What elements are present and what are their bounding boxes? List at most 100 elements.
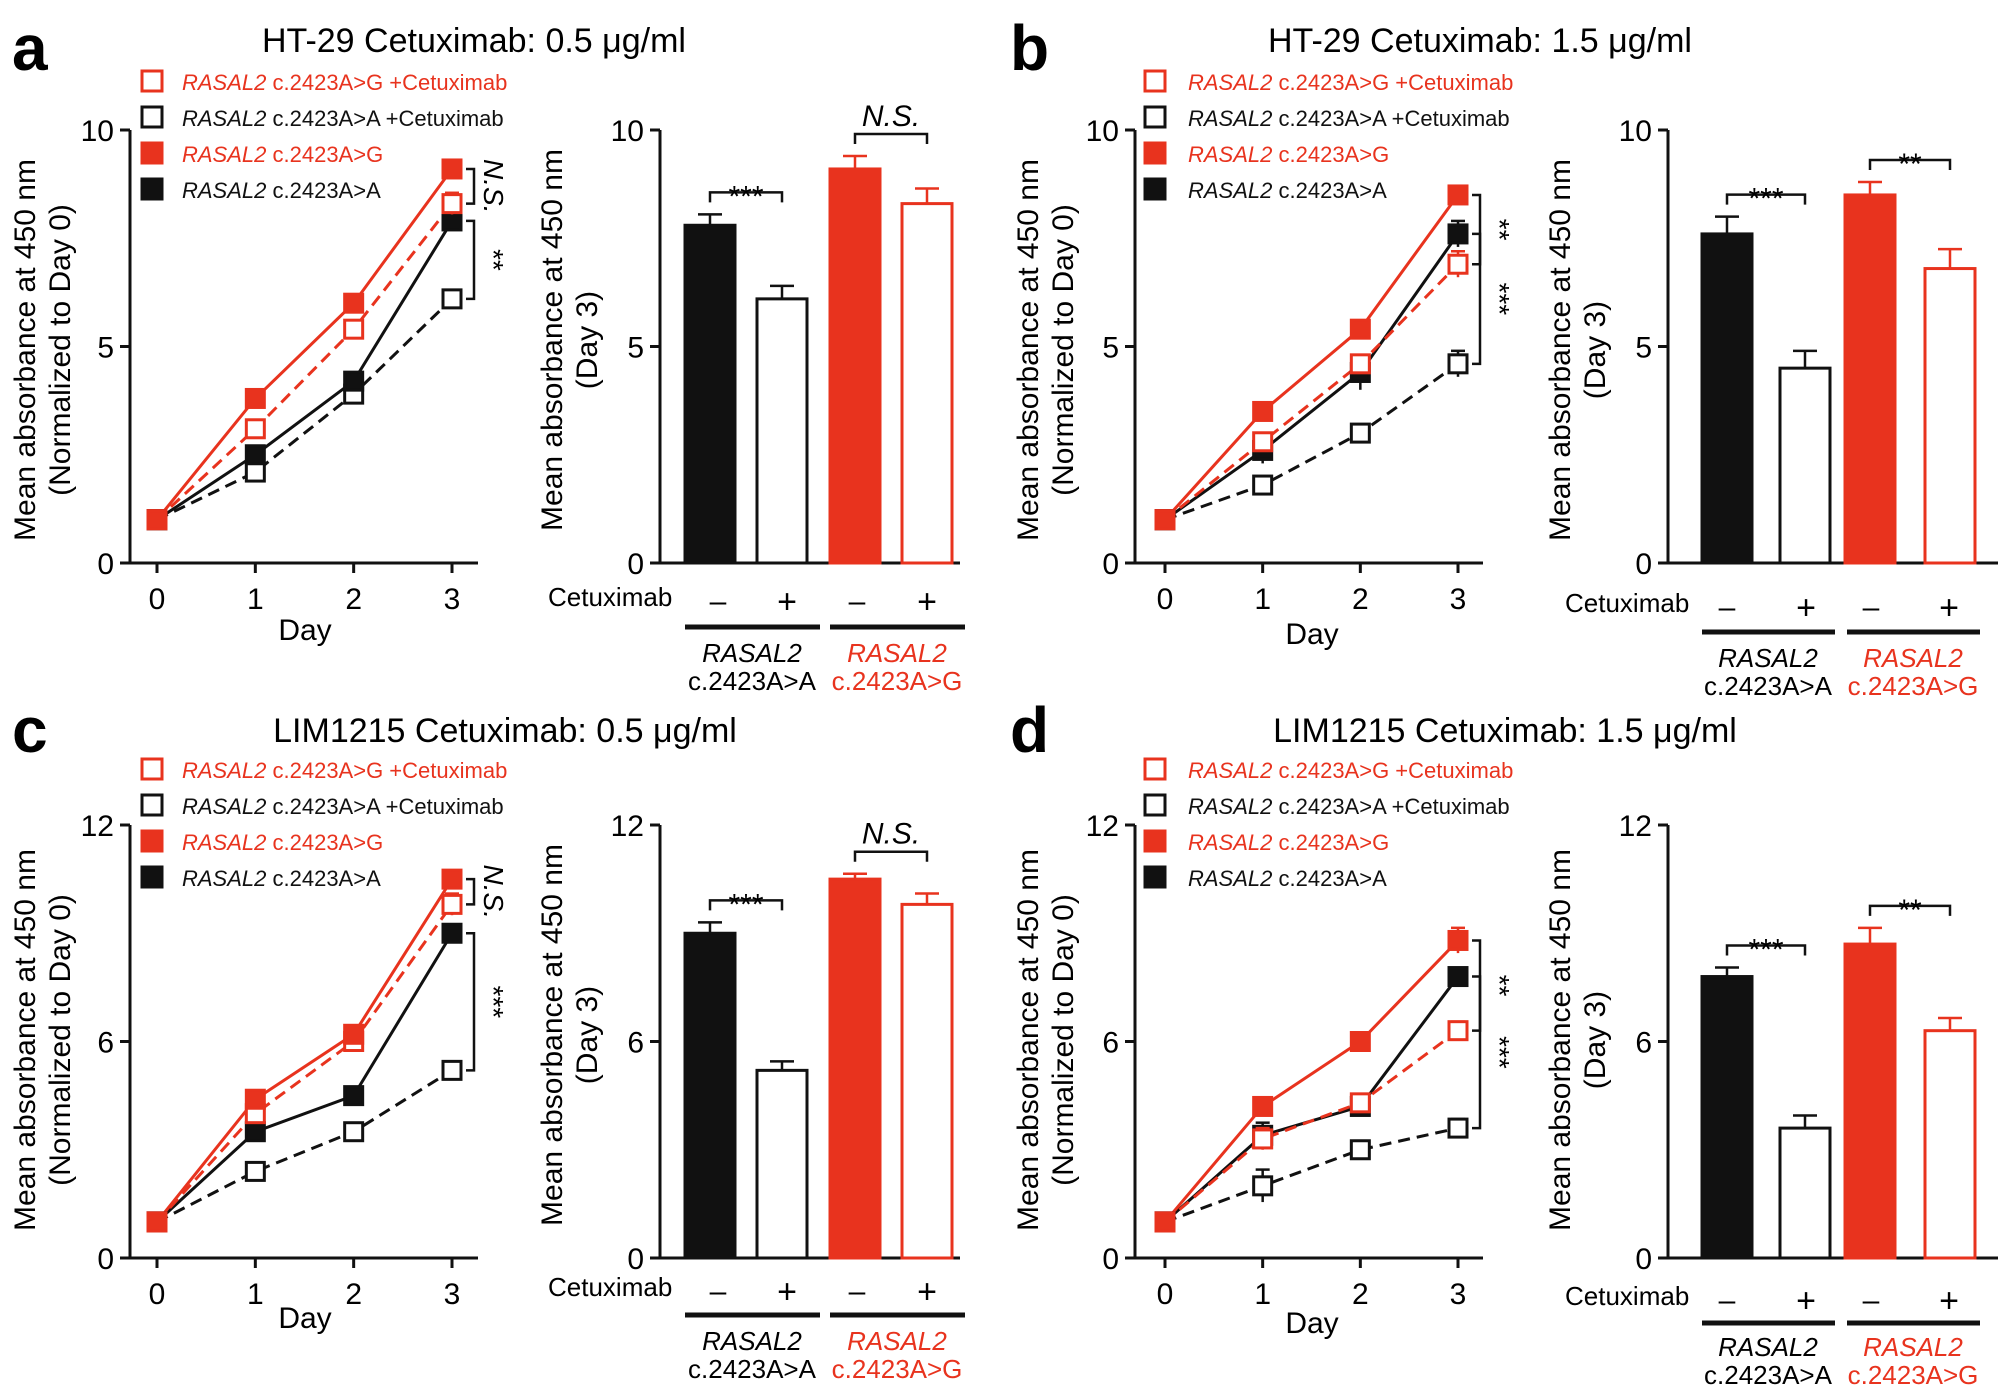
series-point-1 [1447,353,1469,375]
series-point-2 [441,868,463,890]
series-point-3 [343,1085,365,1107]
bar-c-genotype-aa: c.2423A>A [688,1354,817,1384]
panel-b: b HT-29 Cetuximab: 1.5 μg/ml RASAL2 c.24… [1010,12,1998,701]
bar-sig-bracket-2 [1868,904,1952,916]
line-x-tick-label: 3 [1450,1278,1467,1311]
line-b-xlabel: Day [1285,618,1338,651]
bar-y-tick-label: 5 [1635,332,1652,365]
line-sig-bracket-1-label: N.S. [478,159,509,213]
bar-y-tick-label: 0 [1635,548,1652,581]
bar-y-tick-label: 12 [1619,810,1652,843]
line-x-tick-label: 0 [1157,1278,1174,1311]
series-point-2 [1252,1095,1274,1117]
series-point-2 [1349,318,1371,340]
panel-letter-a: a [12,12,48,84]
series-point-1 [1447,1117,1469,1139]
legend-marker-2 [1143,829,1167,853]
series-point-2 [1349,1031,1371,1052]
line-x-tick-label: 1 [1254,1278,1271,1311]
bar-d-plus-2: + [1939,1282,1959,1320]
bar-sig-bracket-1-label: *** [728,180,763,213]
line-y-tick-label: 12 [1086,810,1119,843]
series-point-2 [146,509,168,531]
bar-1 [1778,366,1832,565]
bar-c-gene-ag: RASAL2 [847,1326,947,1356]
legend-marker-3 [140,865,164,889]
line-y-tick-label: 6 [1102,1027,1119,1060]
legend-marker-3 [140,177,164,201]
legend-label-3: RASAL2 c.2423A>A [182,178,381,203]
legend-label-0: RASAL2 c.2423A>G +Cetuximab [182,758,507,783]
panel-d-title: LIM1215 Cetuximab: 1.5 μg/ml [1273,712,1737,750]
series-line-2 [1163,939,1460,1223]
line-sig-bracket-2 [1472,975,1482,1130]
legend-marker-0 [140,69,164,93]
bar-a-genotype-aa: c.2423A>A [688,666,817,696]
bar-d-gene-ag: RASAL2 [1863,1332,1963,1362]
series-point-0 [1349,1092,1371,1114]
bar-d-genotype-ag: c.2423A>G [1848,1360,1979,1390]
legend-marker-1 [1143,793,1167,817]
line-d-ylabel2: (Normalized to Day 0) [1047,894,1080,1186]
line-b-ylabel2: (Normalized to Day 0) [1047,204,1080,496]
bar-y-tick-label: 0 [627,1243,644,1276]
series-point-0 [244,418,266,440]
bar-b-genotype-aa: c.2423A>A [1704,671,1833,701]
line-sig-bracket-2-label: ** [478,249,509,271]
series-line-2 [1163,194,1460,521]
legend-label-2: RASAL2 c.2423A>G [182,830,383,855]
bar-sig-bracket-2 [853,850,929,862]
series-point-0 [1252,1128,1274,1150]
line-c-xlabel: Day [278,1302,331,1335]
bar-sig-bracket-2 [853,132,929,144]
bar-b-ylabel2: (Day 3) [1579,301,1612,399]
legend-label-3: RASAL2 c.2423A>A [1188,866,1387,891]
line-sig-bracket-2-label: *** [1484,1036,1515,1069]
panel-b-title: HT-29 Cetuximab: 1.5 μg/ml [1268,22,1692,60]
bar-c-cetuximab-label: Cetuximab [548,1272,672,1302]
line-sig-bracket-1-label: ** [1484,219,1515,241]
series-point-1 [343,1121,365,1143]
panel-b-bar-chart: Mean absorbance at 450 nm (Day 3) Cetuxi… [1544,115,1998,701]
legend-marker-2 [1143,141,1167,165]
line-sig-bracket-2-label: *** [1484,283,1515,316]
panel-letter-d: d [1010,694,1049,766]
bar-b-plus-1: + [1796,589,1816,627]
legend-marker-0 [140,757,164,781]
line-y-tick-label: 10 [81,115,114,148]
bar-c-plus-1: + [777,1273,797,1311]
legend-marker-0 [1143,757,1167,781]
bar-y-tick-label: 6 [627,1027,644,1060]
series-line-1 [1164,362,1459,522]
series-point-1 [441,1059,463,1081]
bar-sig-bracket-2-label: ** [1898,894,1922,927]
line-sig-bracket-1 [466,877,476,906]
bar-a-minus-1: – [710,585,727,618]
series-point-0 [441,193,463,215]
bar-1 [1778,1126,1832,1260]
bar-b-gene-ag: RASAL2 [1863,643,1963,673]
series-point-1 [244,1160,266,1182]
bar-1 [755,297,809,565]
series-point-2 [146,1211,168,1233]
line-y-tick-label: 0 [1102,1243,1119,1276]
legend-label-2: RASAL2 c.2423A>G [182,142,383,167]
line-sig-bracket-2-label: *** [478,985,509,1018]
line-a-ylabel2: (Normalized to Day 0) [44,204,77,496]
legend-label-0: RASAL2 c.2423A>G +Cetuximab [182,70,507,95]
legend-label-3: RASAL2 c.2423A>A [182,866,381,891]
series-line-3 [155,932,454,1224]
series-point-1 [441,288,463,310]
bar-b-genotype-ag: c.2423A>G [1848,671,1979,701]
legend-marker-0 [1143,69,1167,93]
line-x-tick-label: 2 [1352,1278,1369,1311]
bar-a-genotype-ag: c.2423A>G [832,666,963,696]
series-point-2 [1252,400,1274,422]
bar-3 [900,202,954,565]
bar-y-tick-label: 5 [627,332,644,365]
bar-d-gene-aa: RASAL2 [1718,1332,1818,1362]
bar-d-minus-1: – [1719,1284,1736,1317]
panel-a-legend: RASAL2 c.2423A>G +Cetuximab RASAL2 c.2423… [140,69,507,203]
bar-0 [1700,975,1754,1260]
